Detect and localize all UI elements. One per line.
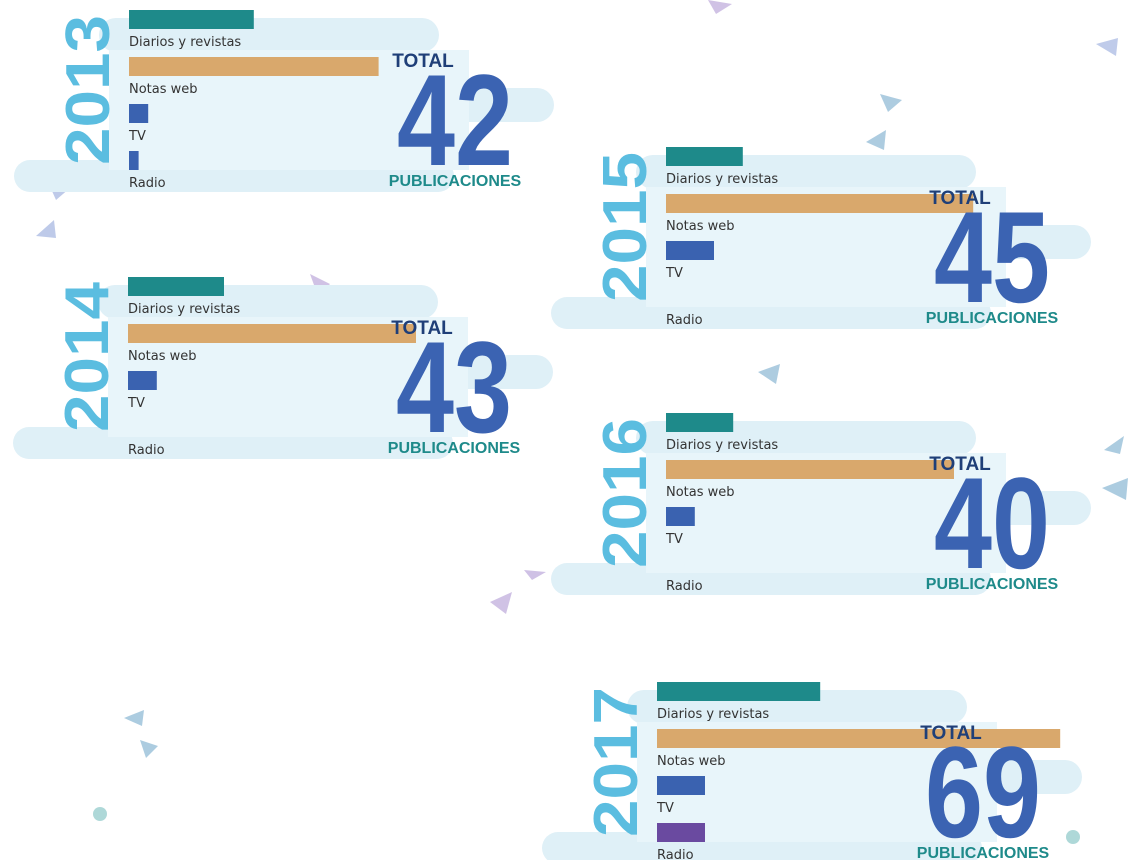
total-label: TOTAL (392, 51, 454, 72)
category-label: Radio (666, 313, 703, 328)
category-label: Notas web (666, 485, 735, 500)
year: 2016 (591, 418, 660, 568)
year: 2013 (54, 15, 123, 165)
category-label: Radio (128, 443, 165, 458)
category-label: TV (665, 266, 683, 281)
total-value: 45 (934, 184, 1050, 330)
total-unit: PUBLICACIONES (389, 173, 522, 190)
bar (129, 10, 254, 29)
category-label: TV (656, 801, 674, 816)
category-label: Diarios y revistas (666, 438, 778, 453)
category-label: Notas web (129, 82, 198, 97)
category-label: Diarios y revistas (657, 707, 769, 722)
bar (666, 194, 974, 213)
total-value: 43 (396, 314, 512, 460)
total-value: 42 (397, 47, 513, 193)
total-unit: PUBLICACIONES (926, 576, 1059, 593)
bar (128, 277, 224, 296)
total-label: TOTAL (920, 723, 982, 744)
year: 2015 (591, 152, 660, 302)
bar (129, 57, 379, 76)
bar (128, 324, 416, 343)
decorations (36, 0, 1128, 844)
total-value: 40 (934, 450, 1050, 596)
category-label: Notas web (657, 754, 726, 769)
total-value: 69 (925, 719, 1041, 860)
bar (666, 460, 954, 479)
category-label: Diarios y revistas (129, 35, 241, 50)
bar (666, 147, 743, 166)
category-label: Diarios y revistas (128, 302, 240, 317)
year: 2014 (53, 281, 122, 432)
category-label: Radio (657, 848, 694, 860)
category-label: TV (665, 532, 683, 547)
bar (129, 104, 149, 123)
bar (657, 823, 705, 842)
total-label: TOTAL (929, 188, 991, 209)
panel: Diarios y revistas Notas web TV Radio 2013 TO… (14, 10, 554, 193)
bar (128, 371, 157, 390)
bar (129, 151, 139, 170)
bar (666, 241, 714, 260)
category-label: TV (127, 396, 145, 411)
category-label: Diarios y revistas (666, 172, 778, 187)
category-label: Radio (666, 579, 703, 594)
total-label: TOTAL (391, 318, 453, 339)
panel: Diarios y revistas Notas web TV Radio 2016 TO… (551, 413, 1091, 596)
total-unit: PUBLICACIONES (917, 845, 1050, 860)
category-label: Notas web (128, 349, 197, 364)
bar (657, 682, 821, 701)
panel: Diarios y revistas Notas web TV Radio 2015 TO… (551, 147, 1091, 330)
bar (657, 776, 705, 795)
total-label: TOTAL (929, 454, 991, 475)
total-unit: PUBLICACIONES (388, 440, 521, 457)
panels: Diarios y revistas Notas web TV Radio 2013 TO… (13, 10, 1091, 860)
total-unit: PUBLICACIONES (926, 310, 1059, 327)
panel: Diarios y revistas Notas web TV Radio 2014 TO… (13, 277, 553, 460)
bar (657, 729, 1061, 748)
category-label: TV (128, 129, 146, 144)
year: 2017 (582, 687, 651, 837)
category-label: Notas web (666, 219, 735, 234)
bar (666, 413, 734, 432)
panel: Diarios y revistas Notas web TV Radio 2017 TO… (542, 682, 1082, 860)
bar (666, 507, 695, 526)
category-label: Radio (129, 176, 166, 191)
